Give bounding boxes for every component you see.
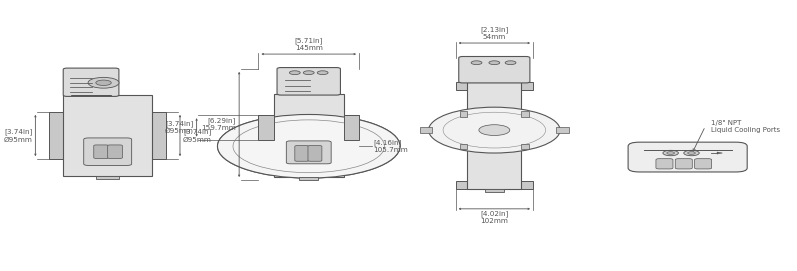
Polygon shape bbox=[456, 82, 533, 90]
Polygon shape bbox=[521, 111, 529, 117]
Circle shape bbox=[688, 152, 695, 154]
Polygon shape bbox=[521, 144, 529, 149]
Polygon shape bbox=[49, 112, 63, 159]
Circle shape bbox=[489, 61, 500, 64]
Circle shape bbox=[88, 78, 119, 88]
Circle shape bbox=[684, 150, 699, 156]
Text: [4.16in]
105.7mm: [4.16in] 105.7mm bbox=[373, 139, 408, 153]
Circle shape bbox=[505, 61, 516, 64]
FancyBboxPatch shape bbox=[628, 142, 747, 172]
Circle shape bbox=[479, 125, 510, 136]
Circle shape bbox=[663, 150, 678, 156]
Polygon shape bbox=[258, 115, 274, 140]
Circle shape bbox=[96, 80, 112, 85]
Circle shape bbox=[289, 71, 300, 75]
FancyBboxPatch shape bbox=[308, 146, 322, 161]
Text: 1/8" NPT
Liquid Cooling Ports: 1/8" NPT Liquid Cooling Ports bbox=[711, 120, 780, 133]
Text: [5.71in]
145mm: [5.71in] 145mm bbox=[295, 37, 323, 51]
Circle shape bbox=[218, 114, 400, 178]
Text: [3.74in]
Ø95mm: [3.74in] Ø95mm bbox=[3, 129, 33, 142]
FancyBboxPatch shape bbox=[656, 159, 673, 169]
Polygon shape bbox=[258, 115, 274, 140]
Text: [3.74in]
Ø95mm: [3.74in] Ø95mm bbox=[183, 129, 212, 142]
Circle shape bbox=[317, 71, 328, 75]
Polygon shape bbox=[556, 127, 568, 133]
FancyBboxPatch shape bbox=[94, 145, 108, 159]
Polygon shape bbox=[460, 111, 467, 117]
Text: [3.74in]
Ø95mm: [3.74in] Ø95mm bbox=[165, 121, 194, 134]
FancyBboxPatch shape bbox=[459, 57, 530, 83]
Polygon shape bbox=[420, 127, 433, 133]
Text: [4.02in]
102mm: [4.02in] 102mm bbox=[481, 210, 508, 224]
Polygon shape bbox=[63, 95, 152, 176]
FancyBboxPatch shape bbox=[84, 138, 132, 165]
Polygon shape bbox=[344, 115, 359, 140]
Circle shape bbox=[304, 71, 314, 75]
Polygon shape bbox=[300, 177, 318, 180]
FancyBboxPatch shape bbox=[695, 159, 712, 169]
Polygon shape bbox=[274, 94, 344, 177]
FancyBboxPatch shape bbox=[675, 159, 693, 169]
Polygon shape bbox=[344, 115, 359, 140]
Circle shape bbox=[429, 107, 560, 153]
Polygon shape bbox=[456, 181, 533, 189]
Polygon shape bbox=[152, 112, 166, 159]
Text: [2.13in]
54mm: [2.13in] 54mm bbox=[481, 26, 508, 40]
Polygon shape bbox=[460, 144, 467, 149]
FancyBboxPatch shape bbox=[286, 141, 332, 164]
FancyBboxPatch shape bbox=[108, 145, 123, 159]
Circle shape bbox=[471, 61, 482, 64]
Circle shape bbox=[218, 114, 400, 178]
FancyBboxPatch shape bbox=[277, 67, 340, 95]
Text: [6.29in]
159.7mm: [6.29in] 159.7mm bbox=[202, 118, 236, 131]
Polygon shape bbox=[96, 176, 120, 179]
FancyBboxPatch shape bbox=[63, 68, 119, 96]
FancyBboxPatch shape bbox=[295, 146, 308, 161]
Circle shape bbox=[667, 152, 674, 154]
Polygon shape bbox=[717, 152, 722, 154]
Polygon shape bbox=[467, 82, 521, 189]
Polygon shape bbox=[485, 189, 504, 192]
